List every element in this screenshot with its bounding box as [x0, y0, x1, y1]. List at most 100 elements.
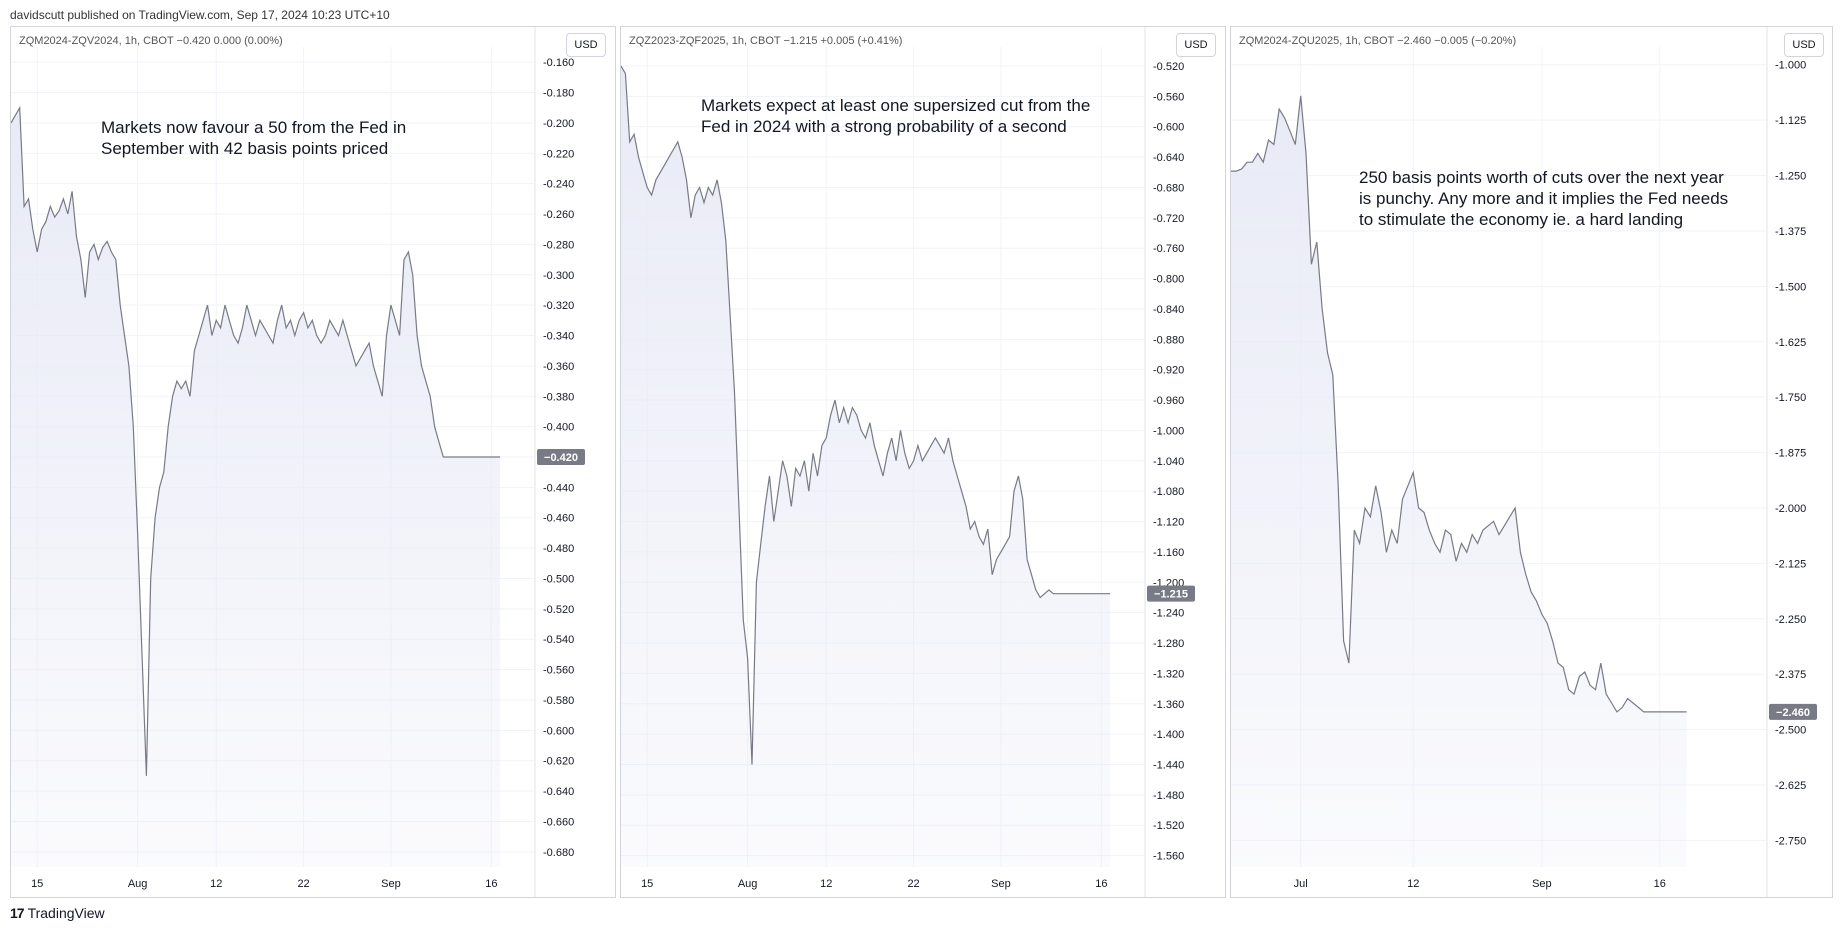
last-price-label: −0.420: [544, 452, 578, 464]
annotation-text: 250 basis points worth of cuts over the …: [1359, 167, 1728, 230]
x-tick-label: 15: [31, 878, 43, 890]
y-tick-label: -1.000: [1153, 425, 1184, 437]
y-tick-label: -1.360: [1153, 699, 1184, 711]
annotation-line: Markets now favour a 50 from the Fed in: [101, 118, 407, 137]
y-tick-label: -2.750: [1775, 835, 1806, 847]
x-tick-label: Jul: [1294, 878, 1308, 890]
y-tick-label: -0.680: [1153, 182, 1184, 194]
x-tick-label: 22: [297, 878, 309, 890]
series-line: [621, 65, 1111, 765]
y-tick-label: -0.640: [543, 786, 574, 798]
y-tick-label: -0.160: [543, 57, 574, 69]
chart-svg: -1.000 -1.125 -1.250 -1.375 -1.500 -1.625 -1.7…: [1231, 27, 1817, 897]
y-tick-label: -0.200: [543, 118, 574, 130]
x-tick-label: 16: [1654, 878, 1666, 890]
y-tick-label: -0.580: [543, 695, 574, 707]
x-tick-label: Sep: [381, 878, 401, 890]
x-tick-label: Aug: [738, 878, 758, 890]
y-tick-label: -0.480: [543, 543, 574, 555]
y-tick-label: -0.720: [1153, 213, 1184, 225]
y-tick-label: -2.125: [1775, 558, 1806, 570]
x-tick-label: Sep: [1532, 878, 1552, 890]
y-tick-label: -1.000: [1775, 60, 1806, 72]
symbol-change: −0.005 (−0.20%): [1434, 35, 1517, 47]
symbol-last: −0.420: [176, 35, 211, 47]
y-tick-label: -0.620: [543, 756, 574, 768]
annotation-line: is punchy. Any more and it implies the F…: [1359, 189, 1729, 208]
series-line: [11, 105, 501, 776]
symbol-last: −2.460: [1397, 35, 1432, 47]
annotation-line: 250 basis points worth of cuts over the …: [1359, 168, 1724, 187]
y-tick-label: -1.480: [1153, 790, 1184, 802]
y-tick-label: -0.340: [543, 331, 574, 343]
brand-name: TradingView: [27, 905, 105, 921]
y-tick-label: -0.300: [543, 270, 574, 282]
y-tick-label: -1.375: [1775, 226, 1806, 238]
annotation-line: to stimulate the economy ie. a hard land…: [1359, 210, 1684, 229]
y-tick-label: -0.220: [543, 148, 574, 160]
currency-button[interactable]: USD: [1784, 33, 1824, 57]
last-price-badge: [1769, 703, 1817, 720]
symbol-label: ZQM2024-ZQV2024, 1h, CBOT −0.420 0.000 (…: [19, 35, 283, 47]
x-tick-label: 16: [485, 878, 497, 890]
y-tick-label: -0.500: [543, 573, 574, 585]
series-area: [621, 66, 1111, 867]
y-tick-label: -1.240: [1153, 608, 1184, 620]
y-tick-label: -0.360: [543, 361, 574, 373]
annotation-text: Markets now favour a 50 from the Fed in …: [101, 117, 406, 159]
currency-button[interactable]: USD: [566, 33, 606, 57]
y-tick-label: -0.280: [543, 239, 574, 251]
y-tick-label: -0.180: [543, 88, 574, 100]
y-tick-label: -2.375: [1775, 669, 1806, 681]
chart-svg: -0.520 -0.560 -0.600 -0.640 -0.680 -0.720 -0.7…: [621, 27, 1195, 897]
x-tick-label: 16: [1095, 878, 1107, 890]
symbol-name: ZQZ2023-ZQF2025, 1h, CBOT: [629, 35, 781, 47]
annotation-line: September with 42 basis points priced: [101, 139, 389, 158]
y-tick-label: -2.250: [1775, 614, 1806, 626]
y-tick-label: -1.280: [1153, 638, 1184, 650]
symbol-last: −1.215: [783, 35, 818, 47]
y-tick-label: -1.080: [1153, 486, 1184, 498]
currency-button[interactable]: USD: [1176, 33, 1216, 57]
y-tick-label: -0.240: [543, 179, 574, 191]
chart-panel-1[interactable]: -0.160 -0.180 -0.200 -0.220 -0.240 -0.260 -0.2…: [10, 26, 616, 898]
y-tick-label: -1.160: [1153, 547, 1184, 559]
x-tick-label: 22: [907, 878, 919, 890]
symbol-name: ZQM2024-ZQV2024, 1h, CBOT: [19, 35, 174, 47]
x-tick-label: 12: [210, 878, 222, 890]
y-tick-label: -1.500: [1775, 281, 1806, 293]
y-tick-label: -1.625: [1775, 337, 1806, 349]
chart-panel-3[interactable]: -1.000 -1.125 -1.250 -1.375 -1.500 -1.625 -1.7…: [1230, 26, 1833, 898]
y-tick-label: -0.320: [543, 300, 574, 312]
x-tick-label: Aug: [128, 878, 148, 890]
y-tick-label: -0.600: [543, 725, 574, 737]
y-tick-label: -0.880: [1153, 334, 1184, 346]
y-tick-label: -0.800: [1153, 274, 1184, 286]
y-tick-label: -0.840: [1153, 304, 1184, 316]
y-tick-label: -0.520: [543, 604, 574, 616]
y-tick-label: -1.320: [1153, 668, 1184, 680]
y-tick-label: -0.560: [543, 665, 574, 677]
y-tick-label: -0.560: [1153, 91, 1184, 103]
x-tick-label: 12: [1407, 878, 1419, 890]
y-tick-label: -0.600: [1153, 122, 1184, 134]
y-tick-label: -1.125: [1775, 115, 1806, 127]
y-tick-label: -1.520: [1153, 820, 1184, 832]
y-tick-label: -0.540: [543, 634, 574, 646]
y-tick-label: -0.460: [543, 513, 574, 525]
y-tick-label: -2.625: [1775, 780, 1806, 792]
footer-brand: 17 TradingView: [10, 905, 105, 921]
annotation-text: Markets expect at least one supersized c…: [701, 95, 1090, 137]
published-header: davidscutt published on TradingView.com,…: [10, 8, 390, 22]
last-price-badge: [537, 449, 585, 465]
chart-panel-2[interactable]: -0.520 -0.560 -0.600 -0.640 -0.680 -0.720 -0.7…: [620, 26, 1226, 898]
y-tick-label: -1.875: [1775, 448, 1806, 460]
y-tick-label: -0.960: [1153, 395, 1184, 407]
y-tick-label: -0.520: [1153, 61, 1184, 73]
annotation-line: Fed in 2024 with a strong probability of…: [701, 117, 1067, 136]
x-tick-label: 12: [820, 878, 832, 890]
annotation-line: Markets expect at least one supersized c…: [701, 96, 1091, 115]
symbol-label: ZQM2024-ZQU2025, 1h, CBOT −2.460 −0.005 …: [1239, 35, 1516, 47]
tradingview-logo-icon: 17: [10, 905, 25, 921]
last-price-badge: [1147, 585, 1195, 602]
